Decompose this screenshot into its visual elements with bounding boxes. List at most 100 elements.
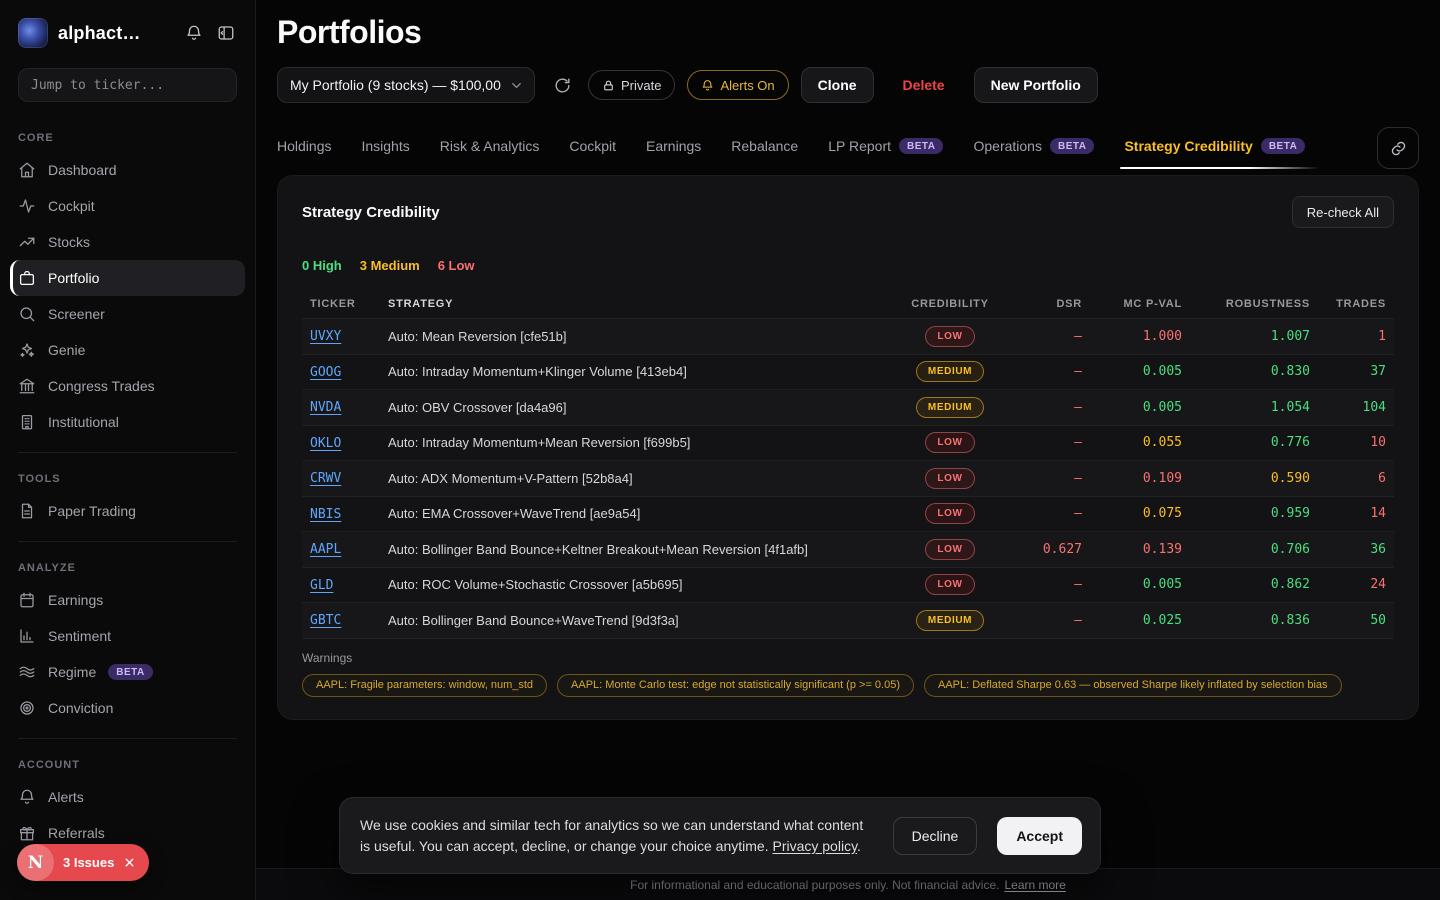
sidebar-item-regime[interactable]: Regime BETA — [10, 654, 245, 690]
privacy-toggle[interactable]: Private — [588, 70, 676, 100]
sidebar-item-label: Alerts — [48, 789, 84, 805]
divider — [18, 738, 237, 739]
sidebar-item-genie[interactable]: Genie — [10, 332, 245, 368]
ticker-link[interactable]: NVDA — [310, 400, 342, 416]
issues-count: 3 Issues — [63, 855, 115, 870]
credibility-badge: MEDIUM — [915, 396, 985, 418]
notifications-button[interactable] — [183, 22, 205, 44]
strategy-label: Auto: Mean Reversion [cfe51b] — [388, 328, 567, 344]
tab-rebalance[interactable]: Rebalance — [731, 127, 798, 169]
robustness-value: 0.706 — [1270, 541, 1310, 557]
sidebar-item-label: Institutional — [48, 414, 119, 430]
tab-label: Risk & Analytics — [439, 138, 540, 154]
sidebar-item-paper-trading[interactable]: Paper Trading — [10, 493, 245, 529]
tab-operations[interactable]: Operations BETA — [973, 127, 1095, 169]
accept-button[interactable]: Accept — [997, 816, 1082, 855]
close-icon[interactable] — [123, 856, 136, 869]
ticker-link[interactable]: GBTC — [310, 613, 342, 629]
learn-more-link[interactable]: Learn more — [1004, 877, 1066, 892]
ticker-link[interactable]: CRWV — [310, 471, 342, 487]
sidebar-item-congress-trades[interactable]: Congress Trades — [10, 368, 245, 404]
ticker-link[interactable]: OKLO — [310, 435, 342, 451]
tab-label: Strategy Credibility — [1124, 138, 1253, 154]
table-row: CRWV Auto: ADX Momentum+V-Pattern [52b8a… — [302, 461, 1394, 497]
ticker-link[interactable]: NBIS — [310, 506, 342, 522]
recheck-all-button[interactable]: Re-check All — [1291, 196, 1394, 228]
decline-button[interactable]: Decline — [892, 816, 978, 855]
tab-label: Holdings — [277, 138, 332, 154]
credibility-badge: MEDIUM — [915, 361, 985, 383]
ticker-link[interactable]: GLD — [310, 577, 334, 593]
table-row: GOOG Auto: Intraday Momentum+Klinger Vol… — [302, 355, 1394, 390]
tab-lp-report[interactable]: LP Report BETA — [828, 127, 944, 169]
tab-insights[interactable]: Insights — [361, 127, 409, 169]
brand-row: alphact… — [0, 18, 255, 48]
dsr-value: — — [1074, 577, 1082, 593]
ticker-search-input[interactable]: Jump to ticker... — [18, 68, 237, 102]
col-trades: TRADES — [1336, 297, 1386, 310]
trades-value: 37 — [1370, 364, 1386, 380]
sidebar-item-conviction[interactable]: Conviction — [10, 690, 245, 726]
mc-pval-value: 0.005 — [1142, 577, 1182, 593]
portfolio-selector[interactable]: My Portfolio (9 stocks) — $100,000.00 — [277, 67, 535, 103]
sidebar-item-institutional[interactable]: Institutional — [10, 404, 245, 440]
ticker-link[interactable]: GOOG — [310, 364, 342, 380]
robustness-value: 0.959 — [1270, 506, 1310, 522]
strategy-label: Auto: Intraday Momentum+Klinger Volume [… — [388, 364, 687, 380]
alerts-toggle[interactable]: Alerts On — [687, 70, 789, 100]
table-header: TICKER STRATEGY CREDIBILITY DSR MC P-VAL… — [302, 289, 1394, 319]
tab-label: Cockpit — [569, 138, 617, 154]
sidebar-item-label: Cockpit — [48, 198, 95, 214]
table-row: OKLO Auto: Intraday Momentum+Mean Revers… — [302, 426, 1394, 461]
portfolio-tabs: Holdings Insights Risk & Analytics Cockp… — [277, 127, 1419, 169]
sidebar-item-stocks[interactable]: Stocks — [10, 224, 245, 260]
collapse-sidebar-button[interactable] — [215, 22, 237, 44]
share-link-button[interactable] — [1377, 127, 1419, 169]
ticker-link[interactable]: AAPL — [310, 542, 342, 558]
ticker-link[interactable]: UVXY — [310, 329, 342, 345]
strategy-label: Auto: EMA Crossover+WaveTrend [ae9a54] — [388, 506, 641, 522]
tab-holdings[interactable]: Holdings — [277, 127, 331, 169]
sidebar-item-referrals[interactable]: Referrals — [10, 815, 245, 851]
clone-button[interactable]: Clone — [800, 67, 874, 103]
sidebar-item-dashboard[interactable]: Dashboard — [10, 152, 245, 188]
sidebar-item-portfolio[interactable]: Portfolio — [10, 260, 245, 296]
sidebar-item-label: Stocks — [48, 234, 91, 250]
mc-pval-value: 0.005 — [1142, 364, 1182, 380]
delete-button[interactable]: Delete — [886, 67, 962, 103]
refresh-button[interactable] — [549, 72, 576, 99]
mc-pval-value: 0.139 — [1142, 541, 1182, 557]
tab-cockpit[interactable]: Cockpit — [569, 127, 616, 169]
tab-risk-analytics[interactable]: Risk & Analytics — [440, 127, 540, 169]
sidebar-item-earnings[interactable]: Earnings — [10, 582, 245, 618]
robustness-value: 1.054 — [1270, 399, 1310, 415]
privacy-policy-link[interactable]: Privacy policy — [772, 837, 858, 854]
tab-strategy-credibility[interactable]: Strategy Credibility BETA — [1120, 127, 1320, 169]
sidebar-item-cockpit[interactable]: Cockpit — [10, 188, 245, 224]
briefcase-icon — [18, 269, 36, 287]
credibility-badge: MEDIUM — [915, 609, 985, 631]
trending-up-icon — [18, 233, 36, 251]
refresh-icon — [553, 76, 572, 95]
trades-value: 36 — [1370, 541, 1386, 557]
tab-earnings[interactable]: Earnings — [646, 127, 701, 169]
mc-pval-value: 0.075 — [1142, 506, 1182, 522]
dsr-value: — — [1074, 506, 1082, 522]
sidebar-item-alerts[interactable]: Alerts — [10, 779, 245, 815]
credibility-badge: LOW — [925, 432, 975, 454]
col-strategy: STRATEGY — [388, 297, 454, 310]
new-portfolio-button[interactable]: New Portfolio — [973, 67, 1098, 103]
trades-value: 50 — [1370, 612, 1386, 628]
strategy-label: Auto: Bollinger Band Bounce+Keltner Brea… — [388, 541, 808, 557]
robustness-value: 0.590 — [1270, 470, 1310, 486]
credibility-table: TICKER STRATEGY CREDIBILITY DSR MC P-VAL… — [302, 289, 1394, 639]
sidebar-item-sentiment[interactable]: Sentiment — [10, 618, 245, 654]
tab-label: Insights — [361, 138, 410, 154]
waves-icon — [18, 663, 36, 681]
home-icon — [18, 161, 36, 179]
building-icon — [18, 413, 36, 431]
cookie-banner: We use cookies and similar tech for anal… — [339, 797, 1101, 874]
sidebar-item-screener[interactable]: Screener — [10, 296, 245, 332]
dev-issues-badge[interactable]: N 3 Issues — [17, 844, 150, 881]
dsr-value: — — [1074, 328, 1082, 344]
